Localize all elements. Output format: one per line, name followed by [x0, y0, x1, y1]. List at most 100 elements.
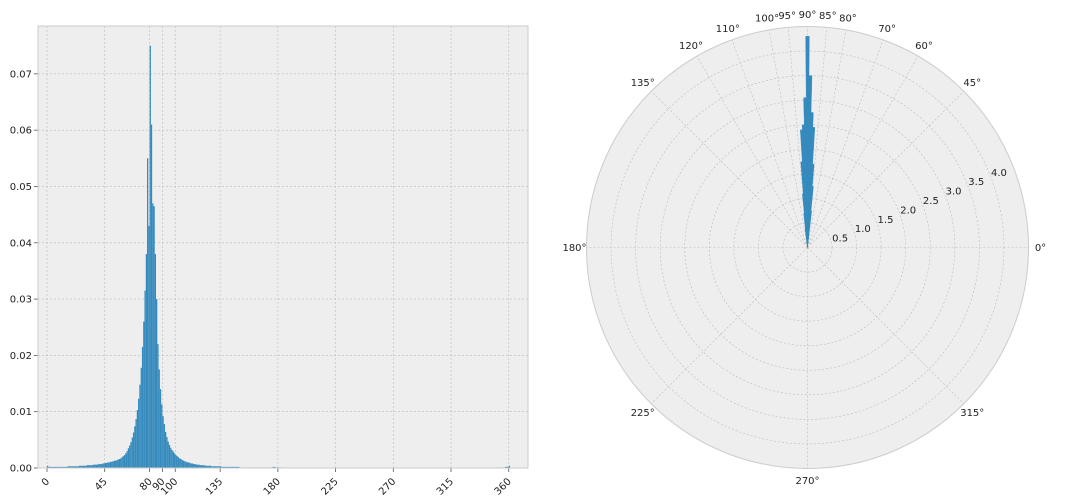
polar-angle-gridline	[651, 247, 808, 404]
hist-bar	[77, 466, 80, 468]
hist-bar	[68, 466, 71, 468]
hist-bar	[162, 416, 164, 468]
polar-radial-gridline	[659, 99, 956, 396]
hist-bar	[198, 464, 200, 468]
polar-radial-label: 3.5	[968, 177, 984, 188]
polar-angle-gridline	[768, 29, 808, 248]
hist-y-tick-label: 0.05	[10, 182, 32, 193]
hist-bar	[166, 437, 168, 468]
polar-angle-label: 60°	[915, 41, 933, 52]
hist-bar	[90, 465, 92, 468]
hist-bar	[148, 225, 150, 468]
polar-angle-label: 80°	[839, 14, 857, 25]
polar-radial-label: 1.0	[855, 224, 871, 235]
hist-bar	[135, 419, 137, 468]
hist-bar	[63, 466, 65, 468]
hist-bar	[215, 466, 217, 468]
polar-angle-gridline	[807, 91, 964, 248]
hist-bar	[156, 299, 158, 468]
hist-bar	[123, 455, 126, 468]
hist-bar	[507, 466, 509, 468]
hist-bar	[195, 464, 198, 468]
hist-plot-area	[38, 26, 528, 468]
hist-bar	[157, 344, 159, 468]
hist-bar	[236, 466, 239, 468]
hist-bar	[199, 465, 201, 468]
hist-bar	[118, 458, 121, 468]
hist-bar	[48, 466, 50, 468]
hist-x-tick-label: 180	[262, 476, 283, 497]
hist-bar	[136, 410, 139, 468]
hist-x-tick-label: 0	[40, 476, 52, 488]
polar-angle-gridline	[651, 91, 808, 248]
hist-bar	[208, 465, 210, 468]
hist-x-tick-label: 315	[435, 476, 456, 497]
hist-bar	[61, 466, 63, 468]
polar-angle-gridline	[807, 247, 964, 404]
polar-angle-gridline	[807, 39, 884, 248]
hist-bar	[203, 465, 205, 468]
hist-bar	[99, 464, 101, 468]
hist-y-tick-label: 0.00	[10, 464, 32, 475]
hist-bar	[204, 465, 207, 468]
hist-x-tick-label: 225	[319, 476, 340, 497]
hist-bar	[125, 453, 127, 468]
hist-bar	[100, 464, 103, 468]
hist-bar	[213, 466, 216, 468]
hist-y-tick-label: 0.01	[10, 407, 32, 418]
hist-x-tick-label: 270	[377, 476, 398, 497]
polar-angle-label: 135°	[631, 78, 655, 89]
hist-bar	[84, 465, 86, 468]
hist-bar	[223, 466, 226, 468]
hist-bar	[143, 321, 145, 468]
hist-bar	[172, 451, 174, 468]
hist-bar	[58, 466, 60, 468]
hist-bar	[46, 465, 49, 468]
hist-bar	[182, 460, 185, 468]
hist-x-tick-label: 135	[204, 476, 225, 497]
hist-bar	[53, 466, 55, 468]
polar-angle-label: 45°	[963, 78, 981, 89]
hist-bar	[212, 466, 214, 468]
hist-bar	[229, 466, 231, 468]
hist-bar	[57, 466, 59, 468]
hist-y-tick-label: 0.04	[10, 238, 32, 249]
hist-bar	[91, 465, 94, 468]
hist-bar	[132, 432, 135, 468]
hist-bar	[164, 431, 167, 468]
hist-bar	[206, 465, 208, 468]
hist-bar	[191, 463, 194, 468]
hist-bar	[186, 462, 189, 468]
hist-bar	[107, 462, 109, 468]
hist-bar	[173, 453, 176, 468]
hist-bar	[167, 441, 169, 468]
hist-bar	[200, 465, 203, 468]
hist-bar	[138, 398, 140, 468]
polar-radial-label: 0.5	[832, 234, 848, 245]
hist-bar	[66, 466, 68, 468]
hist-bar	[220, 466, 222, 468]
hist-bar	[121, 457, 123, 468]
hist-x-tick-label: 360	[493, 476, 514, 497]
hist-bar	[113, 460, 115, 468]
hist-bar	[129, 445, 131, 468]
polar-radial-gridline	[684, 124, 931, 371]
hist-bar	[120, 458, 122, 468]
hist-bar	[79, 465, 81, 468]
polar-angle-label: 110°	[716, 24, 740, 35]
hist-bar	[175, 455, 177, 468]
hist-bar	[116, 460, 118, 468]
polar-radial-label: 1.5	[878, 215, 894, 226]
hist-bar	[59, 466, 62, 468]
hist-bar	[226, 466, 228, 468]
hist-bar	[144, 290, 146, 468]
hist-bar	[234, 466, 236, 468]
polar-angle-label: 315°	[960, 408, 984, 419]
hist-y-tick-label: 0.02	[10, 351, 32, 362]
hist-bar	[88, 465, 90, 468]
hist-bar	[93, 464, 95, 468]
hist-bar	[98, 464, 100, 468]
hist-bar	[114, 460, 117, 468]
